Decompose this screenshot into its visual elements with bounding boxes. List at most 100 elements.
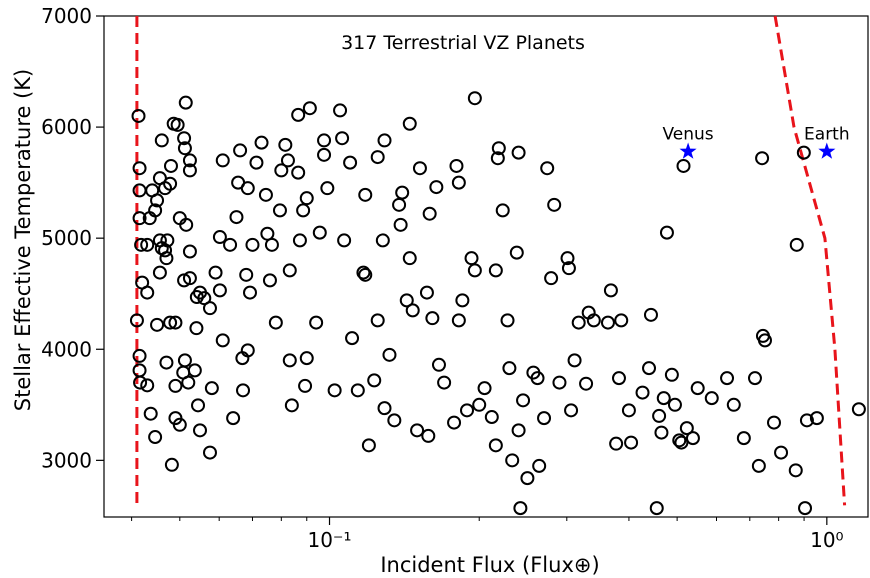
- planet-point: [571, 315, 586, 330]
- planet-point: [179, 217, 194, 232]
- planet-point: [796, 145, 811, 160]
- planet-point: [377, 401, 392, 416]
- planet-point: [520, 471, 535, 486]
- planet-point: [851, 402, 866, 417]
- planet-point: [564, 403, 579, 418]
- planet-point: [258, 187, 273, 202]
- planet-point: [532, 458, 547, 473]
- planet-point: [422, 206, 437, 221]
- x-axis-label: Incident Flux (Flux⊕): [380, 553, 599, 577]
- planet-point: [274, 163, 289, 178]
- planet-point: [134, 237, 149, 252]
- planet-point: [327, 383, 342, 398]
- planet-point: [488, 263, 503, 278]
- planet-point: [530, 371, 545, 386]
- planet-point: [182, 244, 197, 259]
- planet-point: [621, 403, 636, 418]
- planet-point: [431, 357, 446, 372]
- planet-point: [484, 410, 499, 425]
- planet-point: [460, 403, 475, 418]
- planet-point: [226, 411, 241, 426]
- planet-point: [268, 315, 283, 330]
- planet-point: [455, 293, 470, 308]
- planet-point: [168, 378, 183, 393]
- planet-point: [726, 397, 741, 412]
- planet-point: [333, 103, 348, 118]
- planet-point: [766, 415, 781, 430]
- planet-point: [788, 463, 803, 478]
- planet-point: [472, 397, 487, 412]
- planet-point: [690, 381, 705, 396]
- planet-point: [208, 265, 223, 280]
- planet-point: [491, 141, 506, 156]
- planet-point: [567, 353, 582, 368]
- planet-point: [163, 158, 178, 173]
- planet-point: [140, 285, 155, 300]
- planet-point: [447, 415, 462, 430]
- planet-point: [191, 398, 206, 413]
- planet-point: [212, 283, 227, 298]
- planet-point: [547, 197, 562, 212]
- y-tick-label: 6000: [41, 115, 92, 139]
- planet-point: [704, 391, 719, 406]
- y-tick-label: 7000: [41, 4, 92, 28]
- planet-point: [229, 210, 244, 225]
- planet-point: [131, 108, 146, 123]
- planet-point: [500, 313, 515, 328]
- planet-point: [464, 251, 479, 266]
- x-tick-label: 10⁰: [810, 528, 843, 552]
- planet-point: [676, 158, 691, 173]
- planet-point: [451, 313, 466, 328]
- planet-point: [192, 423, 207, 438]
- planet-point: [182, 153, 197, 168]
- planet-star: [679, 142, 697, 159]
- planet-point: [280, 153, 295, 168]
- planet-point: [148, 430, 163, 445]
- annotation-label: Earth: [804, 125, 850, 145]
- planet-point: [757, 333, 772, 348]
- planet-point: [284, 398, 299, 413]
- planet-point: [343, 155, 358, 170]
- planet-point: [609, 436, 624, 451]
- planet-point: [635, 385, 650, 400]
- planet-point: [560, 251, 575, 266]
- planet-point: [202, 445, 217, 460]
- planet-point: [659, 225, 674, 240]
- planet-point: [159, 251, 174, 266]
- boundary-line: [773, 15, 847, 506]
- planet-point: [262, 273, 277, 288]
- planet-point: [370, 313, 385, 328]
- planet-point: [150, 317, 165, 332]
- planet-point: [395, 185, 410, 200]
- planet-point: [236, 383, 251, 398]
- planet-point: [755, 151, 770, 166]
- planet-point: [451, 175, 466, 190]
- planet-point: [282, 263, 297, 278]
- planet-point: [320, 181, 335, 196]
- planet-point: [299, 351, 314, 366]
- planet-point: [774, 445, 789, 460]
- planet-point: [168, 315, 183, 330]
- planet-point: [164, 457, 179, 472]
- planet-point: [358, 267, 373, 282]
- planet-point: [552, 375, 567, 390]
- planet-point: [421, 428, 436, 443]
- planet-point: [652, 408, 667, 423]
- planet-point: [720, 371, 735, 386]
- annotation-label: Venus: [662, 125, 713, 145]
- planet-point: [245, 237, 260, 252]
- planet-point: [292, 233, 307, 248]
- planet-point: [643, 307, 658, 322]
- planet-point: [140, 378, 155, 393]
- planet-point: [154, 133, 169, 148]
- planet-point: [215, 333, 230, 348]
- planet-point: [511, 145, 526, 160]
- planet-point: [672, 433, 687, 448]
- planet-point: [736, 431, 751, 446]
- planet-point: [377, 133, 392, 148]
- planet-point: [159, 355, 174, 370]
- planet-point: [140, 237, 155, 252]
- planet-point: [361, 438, 376, 453]
- planet-point: [467, 263, 482, 278]
- planet-point: [187, 363, 202, 378]
